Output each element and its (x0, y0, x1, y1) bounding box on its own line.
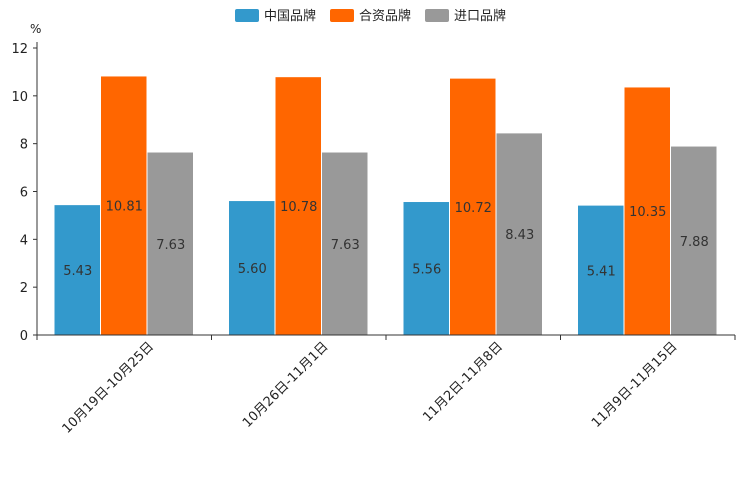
legend-label-3[interactable]: 进口品牌 (454, 8, 506, 24)
x-axis: 10月19日-10月25日 10月26日-11月1日 11月2日-11月8日 11月9… (36, 334, 736, 437)
legend-swatch-1[interactable] (235, 9, 259, 22)
data-label-2-4: 10.35 (629, 205, 666, 220)
data-label-1-2: 5.60 (238, 262, 267, 277)
legend: 中国品牌 合资品牌 进口品牌 (235, 8, 506, 24)
y-tick-label: 12 (11, 42, 28, 57)
x-category-label: 10月26日-11月1日 (240, 339, 332, 431)
data-label-1-4: 5.41 (587, 264, 616, 279)
y-tick-label: 2 (20, 281, 28, 296)
bar-1-2[interactable] (229, 201, 275, 335)
bar-2-2[interactable] (275, 77, 322, 335)
data-label-2-1: 10.81 (106, 200, 143, 215)
bar-1-3[interactable] (403, 202, 450, 335)
bar-2-1[interactable] (101, 76, 147, 336)
data-label-3-4: 7.88 (680, 235, 709, 250)
data-label-3-3: 8.43 (505, 228, 534, 243)
bar-3-4[interactable] (671, 146, 717, 335)
data-label-1-3: 5.56 (412, 263, 441, 278)
y-tick-label: 4 (20, 233, 28, 248)
bars: 5.43 10.81 7.63 5.60 10.78 7.63 5.56 10.72 8.43 5… (54, 76, 717, 336)
data-label-3-1: 7.63 (156, 238, 185, 253)
y-tick-label: 6 (20, 186, 28, 201)
legend-swatch-2[interactable] (330, 9, 354, 22)
y-tick-label: 8 (20, 138, 28, 153)
legend-label-1[interactable]: 中国品牌 (264, 8, 316, 24)
data-label-1-1: 5.43 (63, 264, 92, 279)
y-tick-label: 0 (20, 329, 28, 344)
x-category-label: 11月9日-11月15日 (589, 339, 681, 431)
x-category-label: 11月2日-11月8日 (420, 339, 506, 425)
y-tick-label: 10 (11, 90, 28, 105)
data-label-2-3: 10.72 (455, 201, 492, 216)
bar-3-3[interactable] (496, 133, 543, 335)
legend-label-2[interactable]: 合资品牌 (359, 8, 411, 24)
data-label-3-2: 7.63 (331, 238, 360, 253)
bar-3-1[interactable] (147, 152, 194, 335)
bar-1-1[interactable] (54, 205, 101, 335)
data-label-2-2: 10.78 (280, 200, 317, 215)
y-axis-unit-label: % (30, 22, 41, 36)
bar-2-4[interactable] (624, 87, 671, 336)
y-axis: 0 2 4 6 8 10 12 (11, 42, 38, 344)
legend-swatch-3[interactable] (425, 9, 449, 22)
bar-1-4[interactable] (578, 205, 624, 335)
bar-3-2[interactable] (322, 152, 368, 335)
bar-2-3[interactable] (450, 78, 496, 335)
x-category-label: 10月19日-10月25日 (60, 339, 157, 436)
